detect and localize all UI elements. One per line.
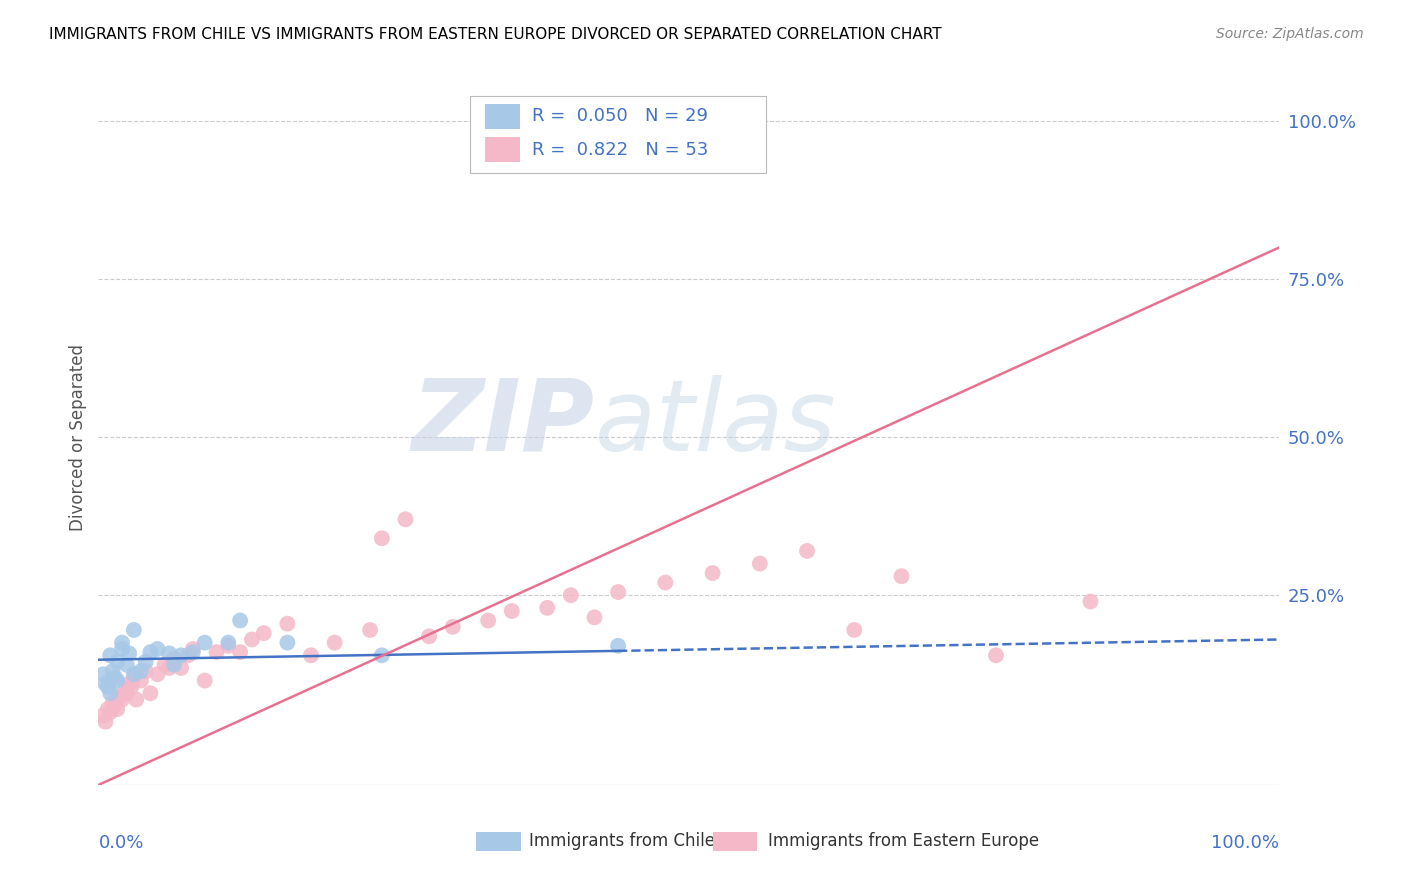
FancyBboxPatch shape <box>485 103 520 128</box>
Point <box>177 648 200 663</box>
Y-axis label: Divorced or Separated: Divorced or Separated <box>69 343 87 531</box>
Point <box>122 667 145 681</box>
FancyBboxPatch shape <box>477 831 522 851</box>
Text: atlas: atlas <box>595 375 837 472</box>
Point <box>299 648 322 663</box>
Point <box>276 635 298 649</box>
Text: R =  0.822   N = 53: R = 0.822 N = 53 <box>531 141 709 159</box>
Point <box>654 575 676 590</box>
Point <box>194 635 217 649</box>
Point <box>91 708 114 723</box>
Point <box>702 566 724 580</box>
Point <box>229 614 252 628</box>
Point <box>121 680 143 694</box>
Point <box>1080 594 1102 608</box>
Point <box>163 657 186 672</box>
Point <box>501 604 523 618</box>
Point <box>371 648 394 663</box>
Point <box>441 620 464 634</box>
Point <box>205 645 228 659</box>
Point <box>240 632 263 647</box>
Point <box>139 686 162 700</box>
Point <box>217 635 239 649</box>
Point <box>129 664 152 678</box>
Point <box>97 702 120 716</box>
Point <box>108 690 131 704</box>
Point <box>890 569 912 583</box>
Point <box>112 683 135 698</box>
Point <box>418 629 440 643</box>
Text: ZIP: ZIP <box>412 375 595 472</box>
Point <box>607 639 630 653</box>
Point <box>104 670 127 684</box>
Text: Immigrants from Eastern Europe: Immigrants from Eastern Europe <box>768 831 1039 849</box>
Point <box>135 655 157 669</box>
FancyBboxPatch shape <box>713 831 758 851</box>
Point <box>323 635 346 649</box>
Point <box>844 623 866 637</box>
Point <box>796 544 818 558</box>
Point <box>122 623 145 637</box>
Point <box>98 686 121 700</box>
Point <box>153 657 176 672</box>
Text: Immigrants from Chile: Immigrants from Chile <box>530 831 716 849</box>
Point <box>118 677 141 691</box>
Point <box>135 664 157 678</box>
Text: 100.0%: 100.0% <box>1212 834 1279 852</box>
Point <box>984 648 1007 663</box>
Point <box>101 696 124 710</box>
Point <box>104 698 127 713</box>
Point <box>122 670 145 684</box>
Text: IMMIGRANTS FROM CHILE VS IMMIGRANTS FROM EASTERN EUROPE DIVORCED OR SEPARATED CO: IMMIGRANTS FROM CHILE VS IMMIGRANTS FROM… <box>49 27 942 42</box>
Text: R =  0.050   N = 29: R = 0.050 N = 29 <box>531 107 707 126</box>
Point <box>111 642 134 657</box>
Point <box>101 664 124 678</box>
Point <box>253 626 276 640</box>
Point <box>94 714 117 729</box>
Point <box>157 661 180 675</box>
Point <box>163 651 186 665</box>
Point <box>477 614 499 628</box>
Point <box>748 557 770 571</box>
Point <box>115 686 138 700</box>
Point <box>181 645 204 659</box>
Point <box>607 585 630 599</box>
FancyBboxPatch shape <box>471 96 766 173</box>
Point <box>91 667 114 681</box>
Point <box>560 588 582 602</box>
Text: Source: ZipAtlas.com: Source: ZipAtlas.com <box>1216 27 1364 41</box>
Point <box>583 610 606 624</box>
Point <box>217 639 239 653</box>
Point <box>111 692 134 706</box>
FancyBboxPatch shape <box>485 137 520 162</box>
Point <box>181 642 204 657</box>
Point <box>118 647 141 661</box>
Point <box>157 647 180 661</box>
Point <box>229 645 252 659</box>
Point <box>105 673 128 688</box>
Point <box>276 616 298 631</box>
Point <box>394 512 416 526</box>
Point <box>125 692 148 706</box>
Point <box>359 623 381 637</box>
Point <box>94 677 117 691</box>
Point <box>111 635 134 649</box>
Point <box>105 702 128 716</box>
Point <box>98 648 121 663</box>
Text: 0.0%: 0.0% <box>98 834 143 852</box>
Point <box>98 705 121 719</box>
Point <box>536 600 558 615</box>
Point <box>115 657 138 672</box>
Point <box>170 661 193 675</box>
Point <box>129 673 152 688</box>
Point <box>146 642 169 657</box>
Point <box>97 680 120 694</box>
Point <box>146 667 169 681</box>
Point <box>371 531 394 545</box>
Point <box>194 673 217 688</box>
Point <box>105 655 128 669</box>
Point <box>170 648 193 663</box>
Point <box>139 645 162 659</box>
